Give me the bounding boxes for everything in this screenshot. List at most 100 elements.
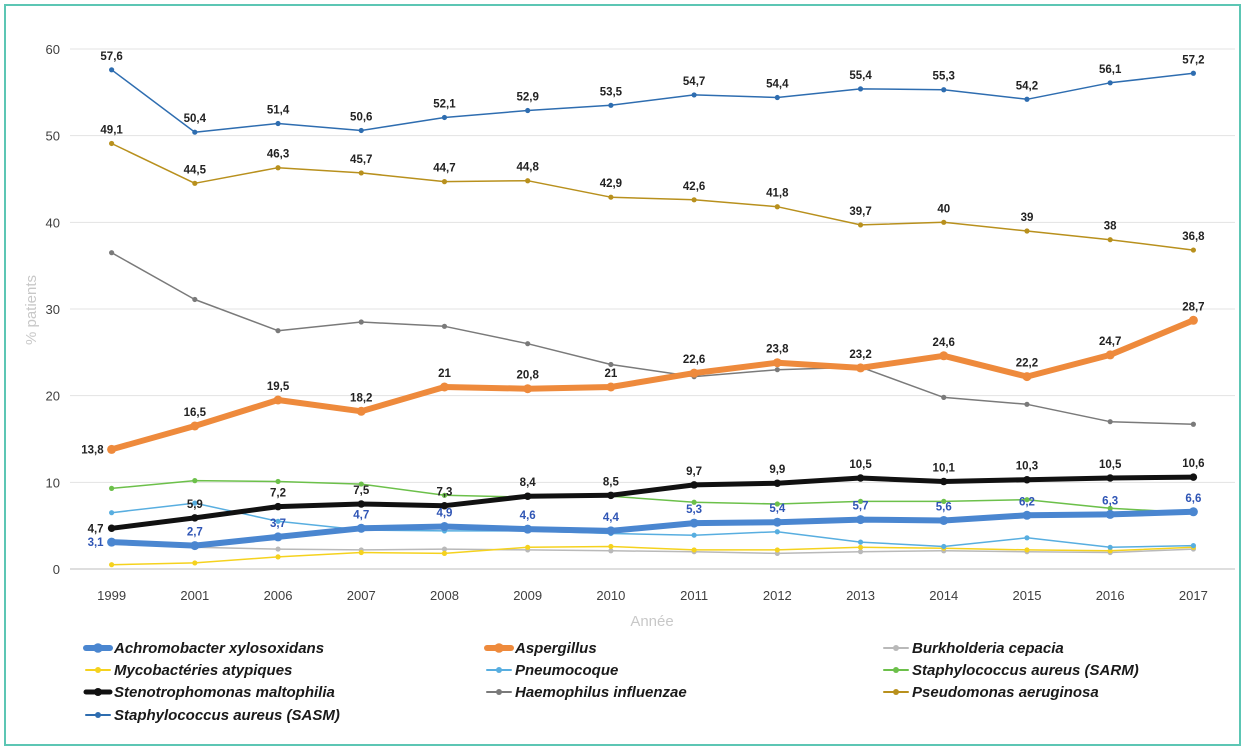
data-point bbox=[358, 127, 364, 134]
data-point bbox=[356, 523, 366, 533]
x-tick-label: 2015 bbox=[1013, 588, 1042, 603]
x-tick-label: 2012 bbox=[763, 588, 792, 603]
y-tick-label: 40 bbox=[46, 215, 60, 230]
data-point bbox=[441, 550, 448, 557]
data-point bbox=[857, 498, 864, 504]
data-point bbox=[523, 384, 533, 394]
data-point bbox=[357, 500, 365, 508]
x-axis-ticks: 1999 2001 2006 2007 2008 2009 2010 2011 2012 2013… bbox=[97, 588, 1208, 603]
series-line bbox=[108, 508, 1197, 549]
data-point bbox=[772, 517, 782, 527]
data-label: 44,5 bbox=[184, 164, 207, 176]
data-point bbox=[608, 548, 614, 554]
data-label: 51,4 bbox=[267, 105, 290, 117]
data-point bbox=[1107, 505, 1113, 511]
data-label: 6,2 bbox=[1019, 496, 1035, 508]
data-point bbox=[691, 197, 697, 203]
data-point bbox=[606, 382, 616, 392]
legend-entry: Aspergillus bbox=[514, 640, 597, 657]
data-point bbox=[1189, 473, 1198, 481]
data-label: 19,5 bbox=[267, 381, 290, 393]
data-label: 10,5 bbox=[849, 459, 872, 471]
data-label: 7,3 bbox=[436, 487, 452, 499]
data-point bbox=[857, 539, 864, 545]
data-point bbox=[192, 478, 198, 484]
data-point bbox=[109, 140, 115, 147]
data-label: 24,7 bbox=[1099, 336, 1121, 348]
data-label: 23,2 bbox=[849, 349, 871, 361]
data-point bbox=[857, 549, 864, 555]
data-point bbox=[273, 395, 283, 405]
data-point bbox=[358, 170, 364, 176]
series-line bbox=[110, 502, 1195, 549]
data-point bbox=[1105, 350, 1115, 360]
data-label: 5,7 bbox=[853, 501, 869, 513]
data-label: 54,7 bbox=[683, 76, 705, 88]
y-tick-label: 10 bbox=[46, 475, 60, 490]
data-point bbox=[275, 546, 281, 552]
data-point bbox=[857, 222, 864, 228]
data-label: 55,3 bbox=[933, 71, 955, 83]
data-point bbox=[691, 547, 697, 553]
data-point bbox=[608, 102, 614, 108]
data-point bbox=[606, 526, 616, 536]
legend-entry: Stenotrophomonas maltophilia bbox=[114, 684, 335, 701]
series-line bbox=[110, 545, 1195, 566]
data-point bbox=[109, 510, 115, 516]
series-line bbox=[109, 474, 1196, 531]
data-label: 56,1 bbox=[1099, 64, 1122, 76]
data-label: 36,8 bbox=[1182, 231, 1205, 243]
data-label: 23,8 bbox=[766, 344, 789, 356]
x-tick-label: 2008 bbox=[430, 588, 459, 603]
data-point bbox=[275, 478, 281, 485]
x-tick-label: 1999 bbox=[97, 588, 126, 603]
data-label: 6,6 bbox=[1185, 493, 1201, 505]
data-point bbox=[857, 544, 864, 550]
data-label: 6,3 bbox=[1102, 495, 1118, 507]
x-tick-label: 2001 bbox=[180, 588, 209, 603]
data-label: 54,2 bbox=[1016, 80, 1038, 92]
data-point bbox=[439, 382, 449, 392]
x-tick-label: 2014 bbox=[929, 588, 958, 603]
x-axis-title: Année bbox=[630, 613, 673, 630]
data-point bbox=[1106, 474, 1114, 482]
legend-entry: Mycobactéries atypiques bbox=[114, 662, 292, 679]
data-label: 4,4 bbox=[603, 512, 620, 524]
data-point bbox=[356, 406, 366, 416]
data-point bbox=[939, 515, 949, 525]
series-line bbox=[110, 142, 1195, 251]
data-point bbox=[109, 67, 115, 73]
data-label: 10,3 bbox=[1016, 461, 1038, 473]
data-label: 4,9 bbox=[436, 508, 452, 520]
legend-marker bbox=[95, 712, 101, 718]
data-point bbox=[109, 485, 115, 491]
data-label: 20,8 bbox=[516, 370, 539, 382]
data-point bbox=[1107, 237, 1113, 243]
data-point bbox=[525, 178, 531, 184]
data-point bbox=[441, 323, 448, 329]
data-label: 21 bbox=[438, 368, 451, 380]
data-point bbox=[1190, 70, 1196, 76]
data-label: 9,7 bbox=[686, 466, 702, 478]
data-point bbox=[1107, 80, 1113, 86]
data-point bbox=[1190, 421, 1196, 427]
data-label: 44,7 bbox=[433, 163, 455, 175]
data-point bbox=[1023, 475, 1031, 484]
data-label: 5,4 bbox=[769, 503, 786, 515]
data-label: 39 bbox=[1021, 212, 1034, 224]
data-label: 8,4 bbox=[520, 477, 537, 489]
data-label: 46,3 bbox=[267, 149, 289, 161]
data-point bbox=[441, 114, 448, 121]
data-point bbox=[358, 319, 364, 325]
x-tick-label: 2011 bbox=[680, 588, 708, 603]
data-label: 4,7 bbox=[353, 509, 369, 521]
data-point bbox=[192, 129, 198, 135]
data-point bbox=[1190, 247, 1196, 253]
legend-marker bbox=[93, 643, 103, 653]
data-point bbox=[690, 481, 698, 489]
data-point bbox=[109, 562, 115, 568]
data-point bbox=[109, 250, 115, 256]
data-label: 49,1 bbox=[100, 124, 123, 136]
data-point bbox=[689, 368, 699, 378]
